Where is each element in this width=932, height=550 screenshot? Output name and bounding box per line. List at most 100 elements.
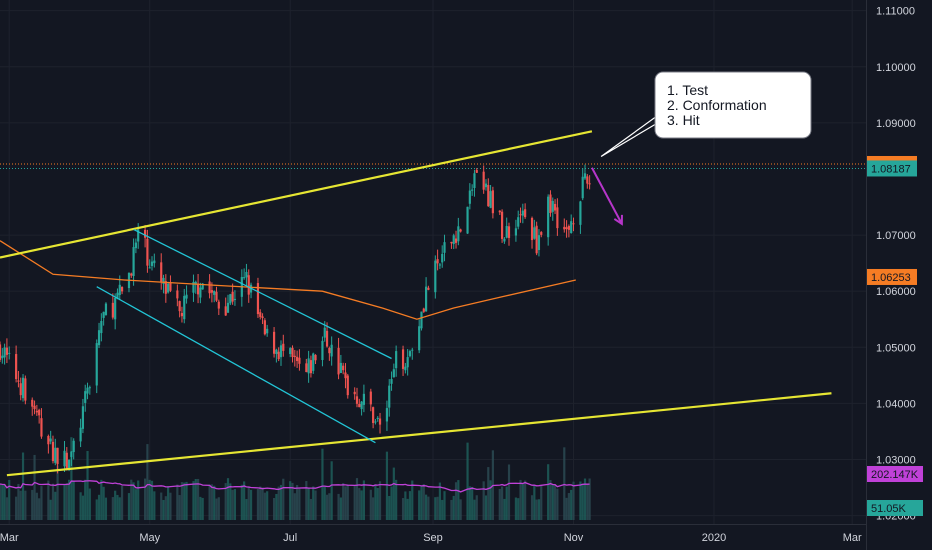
volume-bar-144 xyxy=(459,499,462,520)
candle-body-52 xyxy=(164,281,167,294)
candle-body-74 xyxy=(233,298,237,300)
volume-bar-107 xyxy=(342,483,345,520)
volume-bar-81 xyxy=(259,486,262,520)
candle-body-69 xyxy=(217,301,220,309)
volume-bar-148 xyxy=(473,499,476,520)
volume-bar-84 xyxy=(266,491,269,520)
volume-bar-182 xyxy=(583,478,587,520)
volume-bar-48 xyxy=(150,480,154,520)
volume-bar-15 xyxy=(47,480,50,520)
volume-bar-98 xyxy=(312,486,315,520)
time-tick-label-5: 2020 xyxy=(702,532,726,544)
volume-bar-97 xyxy=(309,498,313,520)
volume-bar-184 xyxy=(588,478,591,520)
time-axis[interactable]: Mar May Jul Sep Nov 2020 Mar xyxy=(0,524,866,545)
price-tag-label-2: 1.06253 xyxy=(871,272,911,284)
volume-bar-156 xyxy=(501,486,504,520)
trendlines[interactable] xyxy=(0,130,832,477)
volume-bar-110 xyxy=(353,485,356,520)
volume-bar-117 xyxy=(374,484,377,520)
volume-bar-140 xyxy=(450,499,453,520)
volume-bar-59 xyxy=(185,481,188,520)
volume-bar-44 xyxy=(137,480,140,520)
volume-bar-38 xyxy=(118,497,121,520)
candle-body-24 xyxy=(72,440,75,453)
volume-bar-109 xyxy=(346,484,349,520)
time-axis-ticks: Mar May Jul Sep Nov 2020 Mar xyxy=(0,532,862,544)
candle-body-122 xyxy=(390,379,393,384)
annotation-callout[interactable]: 1. Test 2. Conformation 3. Hit xyxy=(600,71,812,158)
candle-body-172 xyxy=(551,200,554,212)
volume-bar-3 xyxy=(5,497,9,520)
candle-body-23 xyxy=(70,451,73,458)
candle-body-21 xyxy=(65,452,68,470)
volume-bar-72 xyxy=(229,483,232,520)
candle-body-130 xyxy=(418,326,421,351)
candle-body-133 xyxy=(424,286,428,312)
projection-arrow[interactable] xyxy=(591,167,623,226)
volume-bar-16 xyxy=(49,499,52,520)
candle-body-44 xyxy=(137,229,140,242)
volume-bar-45 xyxy=(144,478,147,520)
volume-bar-0 xyxy=(0,483,2,520)
volume-bar-161 xyxy=(517,498,520,520)
volume-bar-19 xyxy=(56,465,59,520)
price-tick-label-0: 1.11000 xyxy=(876,6,915,18)
volume-bar-83 xyxy=(263,492,266,520)
candle-body-70 xyxy=(224,306,227,316)
price-axis[interactable]: 1.11000 1.10000 1.09000 1.07000 1.06000 1.050… xyxy=(866,0,924,550)
candle-body-67 xyxy=(213,291,216,295)
candle-body-22 xyxy=(68,459,71,470)
volume-bar-171 xyxy=(549,480,552,520)
candle-body-94 xyxy=(298,357,301,364)
price-tick-label-2: 1.09000 xyxy=(876,118,916,130)
volume-bar-69 xyxy=(217,497,220,520)
moving-average-path xyxy=(0,240,576,320)
volume-bar-22 xyxy=(68,479,71,520)
candle-body-147 xyxy=(471,189,474,191)
candle-body-54 xyxy=(169,283,172,291)
candle-body-29 xyxy=(88,387,91,389)
candle-body-36 xyxy=(114,297,117,320)
candle-body-76 xyxy=(243,277,246,279)
candle-body-65 xyxy=(208,281,211,294)
volume-bar-167 xyxy=(535,499,538,520)
candle-body-103 xyxy=(328,348,331,354)
candle-body-9 xyxy=(24,378,27,401)
moving-average-line xyxy=(0,240,576,320)
volume-bar-9 xyxy=(24,490,27,520)
callout-item-2: 2. Conformation xyxy=(667,97,767,113)
price-tick-label-6: 1.04000 xyxy=(876,398,916,410)
candle-body-164 xyxy=(524,209,527,218)
trendline-channel-top xyxy=(133,228,392,360)
time-tick-label-2: Jul xyxy=(283,532,297,544)
volume-bar-21 xyxy=(65,483,68,520)
trendline-lower xyxy=(6,392,832,477)
volume-bar-137 xyxy=(438,482,442,520)
price-tick-label-4: 1.06000 xyxy=(876,286,916,298)
candle-body-139 xyxy=(443,242,446,253)
candle-body-162 xyxy=(519,214,522,216)
candle-body-84 xyxy=(266,328,269,334)
volume-bar-160 xyxy=(514,497,518,520)
candle-body-149 xyxy=(475,170,478,173)
volume-bar-164 xyxy=(524,480,527,520)
volume-bar-180 xyxy=(579,481,582,520)
volume-bar-139 xyxy=(443,491,446,520)
candle-body-20 xyxy=(63,450,66,467)
callout-box[interactable] xyxy=(654,71,812,139)
candle-body-154 xyxy=(491,190,494,214)
candle-body-166 xyxy=(533,227,536,239)
candle-body-47 xyxy=(148,267,151,269)
volume-bar-102 xyxy=(325,494,329,520)
candle-body-178 xyxy=(570,221,573,234)
volume-bar-87 xyxy=(277,486,280,520)
volume-bar-73 xyxy=(231,489,234,520)
candle-body-160 xyxy=(514,228,518,236)
volume-bar-168 xyxy=(537,499,541,520)
volume-tag-box-0 xyxy=(867,466,923,482)
volume-bar-125 xyxy=(401,498,405,520)
volume-bar-130 xyxy=(418,490,421,520)
